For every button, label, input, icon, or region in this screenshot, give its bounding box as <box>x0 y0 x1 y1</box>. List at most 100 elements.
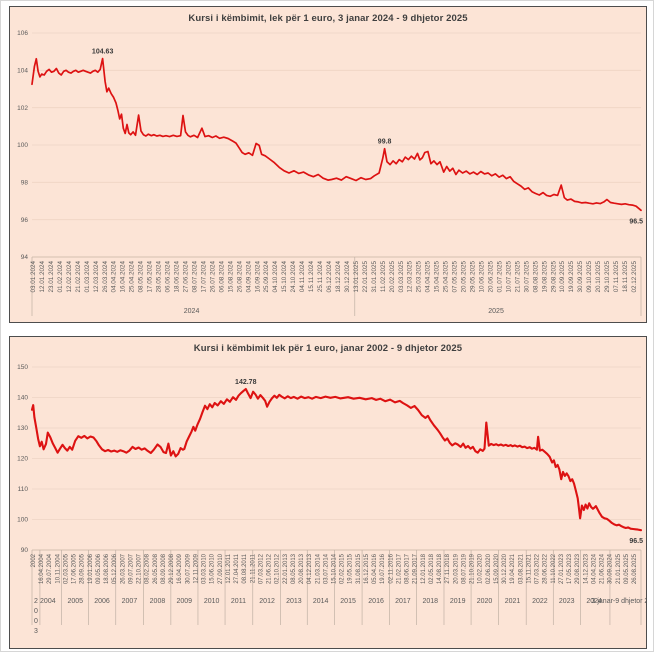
x-tick-label: 25.04.2024 <box>129 261 136 293</box>
x-tick-label: 04.09.2024 <box>245 261 252 293</box>
x-tick-label: 07.03.2022 <box>535 553 541 584</box>
x-group-label: 2005 <box>67 598 83 605</box>
y-tick-label: 130 <box>17 425 28 432</box>
y-tick-label: 106 <box>17 30 28 37</box>
x-tick-label: 15.10.2024 <box>281 261 288 293</box>
series-line <box>31 57 642 212</box>
data-label: 96.5 <box>629 218 643 225</box>
x-tick-label: 12.11.2009 <box>193 553 199 583</box>
x-tick-label: 05.12.2006 <box>112 553 118 584</box>
x-tick-label: 29.07.2004 <box>47 553 53 584</box>
x-tick-label: 22.01.2013 <box>283 553 289 584</box>
x-tick-label: 06.08.2024 <box>218 261 225 293</box>
x-group-label: 2019 <box>450 598 466 605</box>
x-group-label: 2015 <box>340 598 356 605</box>
x-group-label: 2011 <box>231 598 246 605</box>
x-tick-label: 07.05.2025 <box>452 261 459 293</box>
x-group-label: 2007 <box>122 598 138 605</box>
x-tick-label: 21.01.2025 <box>616 553 622 584</box>
x-tick-label: 19.01.2006 <box>88 553 94 584</box>
x-tick-label: 07.03.2012 <box>258 553 264 584</box>
x-tick-label: 16.09.2024 <box>254 261 261 293</box>
x-tick-label: 09.05.2025 <box>624 553 630 584</box>
x-tick-label: 04.12.2013 <box>307 553 313 584</box>
x-tick-label: 26.07.2024 <box>209 261 216 293</box>
x-tick-label: 21.06.2024 <box>600 553 606 584</box>
x-tick-label: 22.10.2007 <box>137 553 143 584</box>
x-group-label: 2025 <box>488 308 504 315</box>
x-tick-label: 08.07.2019 <box>461 553 467 584</box>
x-group-label: 2024 <box>184 308 200 315</box>
x-group-label: 2016 <box>368 598 384 605</box>
x-tick-label: 17.05.2023 <box>567 553 573 584</box>
x-tick-label: 29.08.2025 <box>550 261 557 293</box>
y-tick-label: 98 <box>21 180 29 187</box>
x-tick-label: 03.01.2024 <box>30 261 37 293</box>
bottom-chart-panel: Kursi i këmbimit lek për 1 euro, janar 2… <box>9 336 647 649</box>
x-tick-label: 17.05.2024 <box>147 261 154 293</box>
x-group-label: 0 <box>34 608 38 615</box>
x-tick-label: 01.07.2025 <box>496 261 503 293</box>
x-tick-label: 13.01.2025 <box>353 261 360 293</box>
x-tick-label: 09.05.2006 <box>96 553 102 584</box>
y-tick-label: 140 <box>17 395 28 402</box>
x-tick-label: 21.02.2017 <box>396 553 402 584</box>
x-tick-label: 15.09.2020 <box>494 553 500 584</box>
x-group-label: 2008 <box>150 598 166 605</box>
x-tick-label: 18.12.2024 <box>335 261 342 293</box>
x-tick-label: 16.12.2015 <box>364 553 370 584</box>
y-tick-label: 102 <box>17 105 28 112</box>
x-tick-label: 06.12.2024 <box>326 261 333 293</box>
x-tick-label: 30.07.2025 <box>523 261 530 293</box>
y-tick-label: 94 <box>21 254 29 261</box>
x-tick-label: 18.11.2025 <box>622 261 629 293</box>
x-group-label: 2004 <box>40 598 56 605</box>
x-tick-label: 02.06.2020 <box>486 553 492 584</box>
x-tick-label: 05.04.2016 <box>372 553 378 584</box>
x-tick-label: 16.04.2024 <box>120 261 127 293</box>
x-group-label: 3 <box>34 628 38 635</box>
x-tick-label: 04.04.2024 <box>111 261 118 293</box>
x-tick-label: 30.09.2024 <box>608 553 614 584</box>
x-tick-label: 12.03.2025 <box>407 261 414 293</box>
x-tick-label: 12.02.2024 <box>66 261 73 293</box>
x-tick-label: 03.03.2010 <box>202 553 208 584</box>
x-tick-label: 08.07.2024 <box>191 261 198 293</box>
x-tick-label: 10.02.2020 <box>478 553 484 584</box>
x-tick-label: 01.02.2024 <box>57 261 64 293</box>
x-tick-label: 11.02.2025 <box>380 261 387 293</box>
x-tick-label: 30.09.2025 <box>577 261 584 293</box>
x-tick-label: 26.08.2024 <box>236 261 243 293</box>
x-tick-label: 02.11.2016 <box>388 553 394 583</box>
x-tick-label: 04.11.2024 <box>299 261 306 293</box>
x-tick-label: 28.06.2022 <box>543 553 549 584</box>
x-tick-label: 15.11.2021 <box>526 553 532 583</box>
x-group-label: 2017 <box>395 598 411 605</box>
x-tick-label: 21.09.2017 <box>413 553 419 584</box>
x-tick-label: 21.07.2025 <box>514 261 521 293</box>
x-group-label: 2010 <box>204 598 220 605</box>
x-tick-label: 27.06.2024 <box>182 261 189 293</box>
x-tick-label: 19.07.2016 <box>380 553 386 584</box>
x-tick-label: 18.06.2024 <box>174 261 181 293</box>
series-line <box>30 387 643 532</box>
x-tick-label: 20.10.2025 <box>595 261 602 293</box>
x-tick-label: 15.06.2010 <box>210 553 216 584</box>
x-tick-label: 2002 <box>31 553 37 567</box>
x-tick-label: 02.12.2025 <box>631 261 638 293</box>
x-tick-label: 21.06.2012 <box>267 553 273 584</box>
x-group-label: 2018 <box>422 598 438 605</box>
x-tick-label: 19.05.2015 <box>348 553 354 584</box>
x-tick-label: 04.10.2024 <box>272 261 279 293</box>
y-tick-label: 100 <box>17 142 28 149</box>
x-tick-label: 14.08.2018 <box>437 553 443 584</box>
x-tick-label: 25.03.2025 <box>416 261 423 293</box>
x-tick-label: 17.06.2005 <box>72 553 78 584</box>
x-tick-label: 26.03.2007 <box>120 553 126 584</box>
top-chart-plot: 106 104 102 100 98 96 94 03.01.2024 12.01.2024 23… <box>10 7 646 322</box>
x-tick-label: 19.09.2025 <box>568 261 575 293</box>
x-tick-label: 10.09.2025 <box>559 261 566 293</box>
x-group-label: 2014 <box>313 598 329 605</box>
x-tick-label: 26.08.2025 <box>632 553 638 584</box>
